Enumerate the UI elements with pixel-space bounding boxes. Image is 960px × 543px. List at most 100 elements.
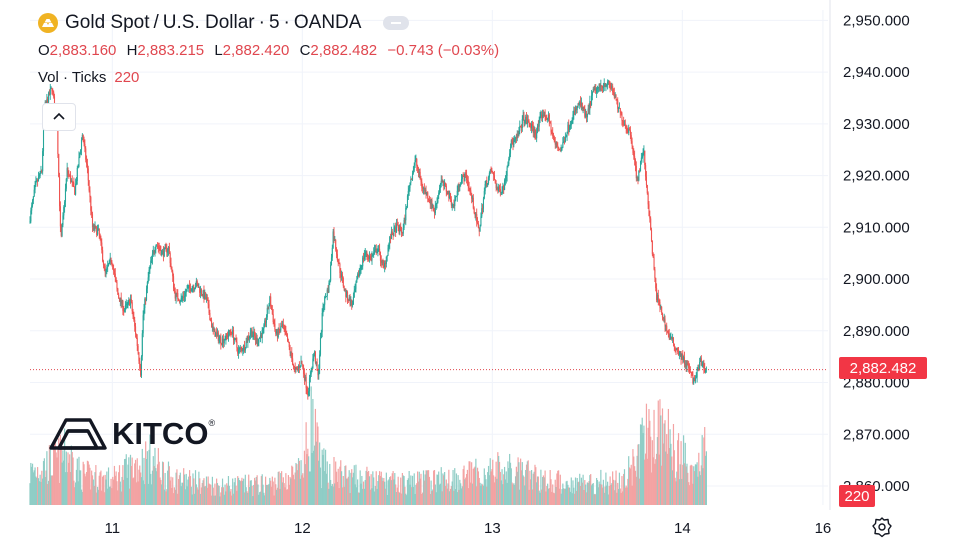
volume-bar [269,477,271,505]
candle-body [401,232,403,234]
candle-body [201,294,203,296]
volume-bar [134,463,136,505]
candle-body [88,180,90,191]
candle-body [415,158,417,161]
volume-bar [589,475,591,505]
candle-body [637,176,639,181]
candle-body [226,333,228,336]
volume-bar [596,479,599,505]
volume-bar [477,471,479,505]
candle-body [571,120,573,124]
volume-bar [617,488,620,505]
candle-body [489,170,491,174]
candle-body [229,330,231,333]
candle-body [429,201,431,205]
candle-body [159,248,161,251]
candle-body [670,337,672,339]
volume-bar [255,476,257,505]
volume-bar [371,488,373,505]
volume-bar [683,435,685,505]
candle-body [48,92,50,95]
volume-bar [354,484,356,505]
candle-body [145,288,148,300]
symbol-title[interactable]: Gold Spot / U.S. Dollar · 5 · OANDA [38,8,505,38]
volume-bar [272,481,274,505]
dot-separator: · [283,12,290,33]
candle-body [657,294,659,301]
volume-bar [630,464,632,505]
candle-body [493,172,495,176]
volume-bar [459,479,461,505]
volume-bar [328,488,330,505]
volume-bar [612,471,614,505]
candle-body [74,186,76,195]
volume-bar [45,470,47,505]
volume-bar [86,460,89,505]
volume-bar [573,487,575,505]
candle-body [644,150,646,166]
volume-bar [254,480,257,505]
volume-bar [700,465,702,505]
volume-bar [498,461,501,505]
candle-body [614,94,616,98]
candle-body [623,122,625,125]
volume-bar [663,423,665,505]
candle-body [699,361,701,369]
volume-bar [127,464,129,505]
candle-body [487,177,490,184]
candle-body [288,341,290,347]
chart-settings-button[interactable] [871,516,893,538]
volume-bar [486,486,488,505]
candle-body [296,367,298,369]
volume-bar [301,475,303,505]
volume-bar [699,471,701,505]
volume-bar [628,456,630,505]
candle-body [363,257,365,260]
candle-body [529,123,531,126]
collapse-indicators-button[interactable] [42,103,76,131]
volume-bar [29,483,31,505]
volume-bar [132,478,134,505]
candle-body [474,213,476,216]
volume-bar [97,489,99,505]
volume-bar [516,471,518,505]
candle-body [551,132,553,133]
candle-body [135,326,137,335]
volume-bar [151,484,153,505]
candle-body [321,313,323,333]
volume-bar [186,486,188,505]
volume-bar [508,468,510,505]
candle-body [245,341,247,349]
candle-body [469,188,471,191]
candle-body [119,297,121,302]
volume-bar [39,474,41,505]
volume-bar [351,469,353,505]
volume-bar [111,488,113,505]
candle-body [140,368,142,376]
candle-body [175,292,177,299]
volume-bar [335,471,338,505]
candle-body [612,92,615,93]
candle-body [675,349,677,351]
volume-bar [280,473,282,505]
interval: 5 [268,12,280,33]
candle-body [460,183,462,185]
candle-body [73,182,75,187]
volume-bar [312,398,314,505]
legend-toggle-button[interactable] [383,16,410,30]
volume-bar [694,464,697,505]
candle-body [563,140,565,143]
candle-body [376,251,378,253]
volume-bar [31,466,33,505]
volume-bar [482,484,484,505]
candle-body [342,278,344,286]
volume-bar [670,443,672,505]
volume-bar [416,483,418,505]
candle-body [103,264,105,266]
volume-bar [391,473,393,505]
volume-bar [487,472,489,505]
candle-body [299,366,301,368]
candle-body [584,108,586,117]
candle-body [661,306,663,313]
